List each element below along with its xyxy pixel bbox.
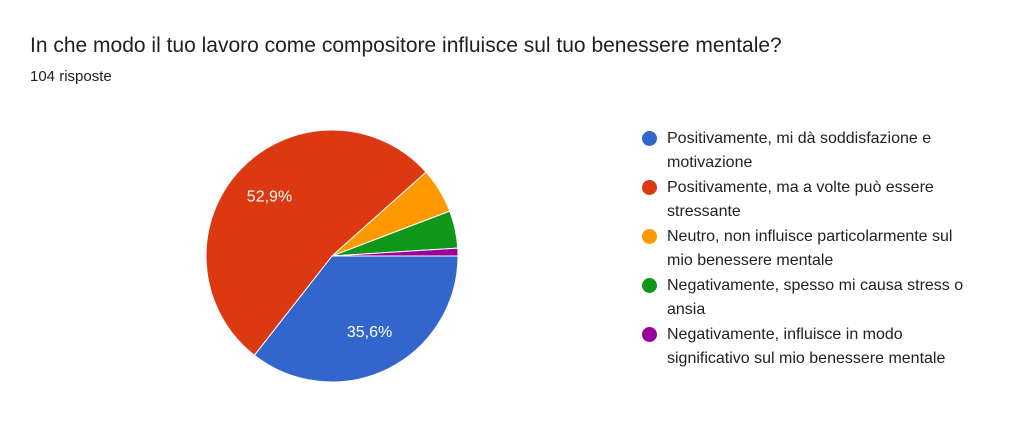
legend-label: Negativamente, spesso mi causa stress o … (667, 277, 964, 318)
legend-swatch (642, 131, 657, 146)
legend-item: Negativamente, spesso mi causa stress o … (642, 274, 982, 323)
legend-item: Negativamente, influisce in modo signifi… (642, 323, 982, 372)
legend-label: Positivamente, ma a volte può essere str… (667, 179, 934, 220)
chart-title: In che modo il tuo lavoro come composito… (30, 34, 782, 57)
slice-label: 52,9% (247, 189, 292, 206)
legend-label: Neutro, non influisce particolarmente su… (667, 228, 953, 269)
legend-item: Positivamente, ma a volte può essere str… (642, 176, 982, 225)
legend-item: Neutro, non influisce particolarmente su… (642, 225, 982, 274)
legend-swatch (642, 278, 657, 293)
pie-slice (253, 255, 459, 383)
chart-subtitle: 104 risposte (30, 68, 112, 85)
legend-item: Positivamente, mi dà soddisfazione e mot… (642, 127, 982, 176)
legend-swatch (642, 229, 657, 244)
pie-slice (331, 247, 459, 257)
pie-area: 35,6% 52,9% (205, 129, 459, 383)
pie-slice (205, 129, 427, 356)
slice-label: 35,6% (347, 324, 392, 341)
legend-label: Positivamente, mi dà soddisfazione e mot… (667, 130, 932, 171)
legend-label: Negativamente, influisce in modo signifi… (667, 326, 946, 367)
legend: Positivamente, mi dà soddisfazione e mot… (642, 127, 982, 372)
legend-swatch (642, 327, 657, 342)
legend-swatch (642, 180, 657, 195)
